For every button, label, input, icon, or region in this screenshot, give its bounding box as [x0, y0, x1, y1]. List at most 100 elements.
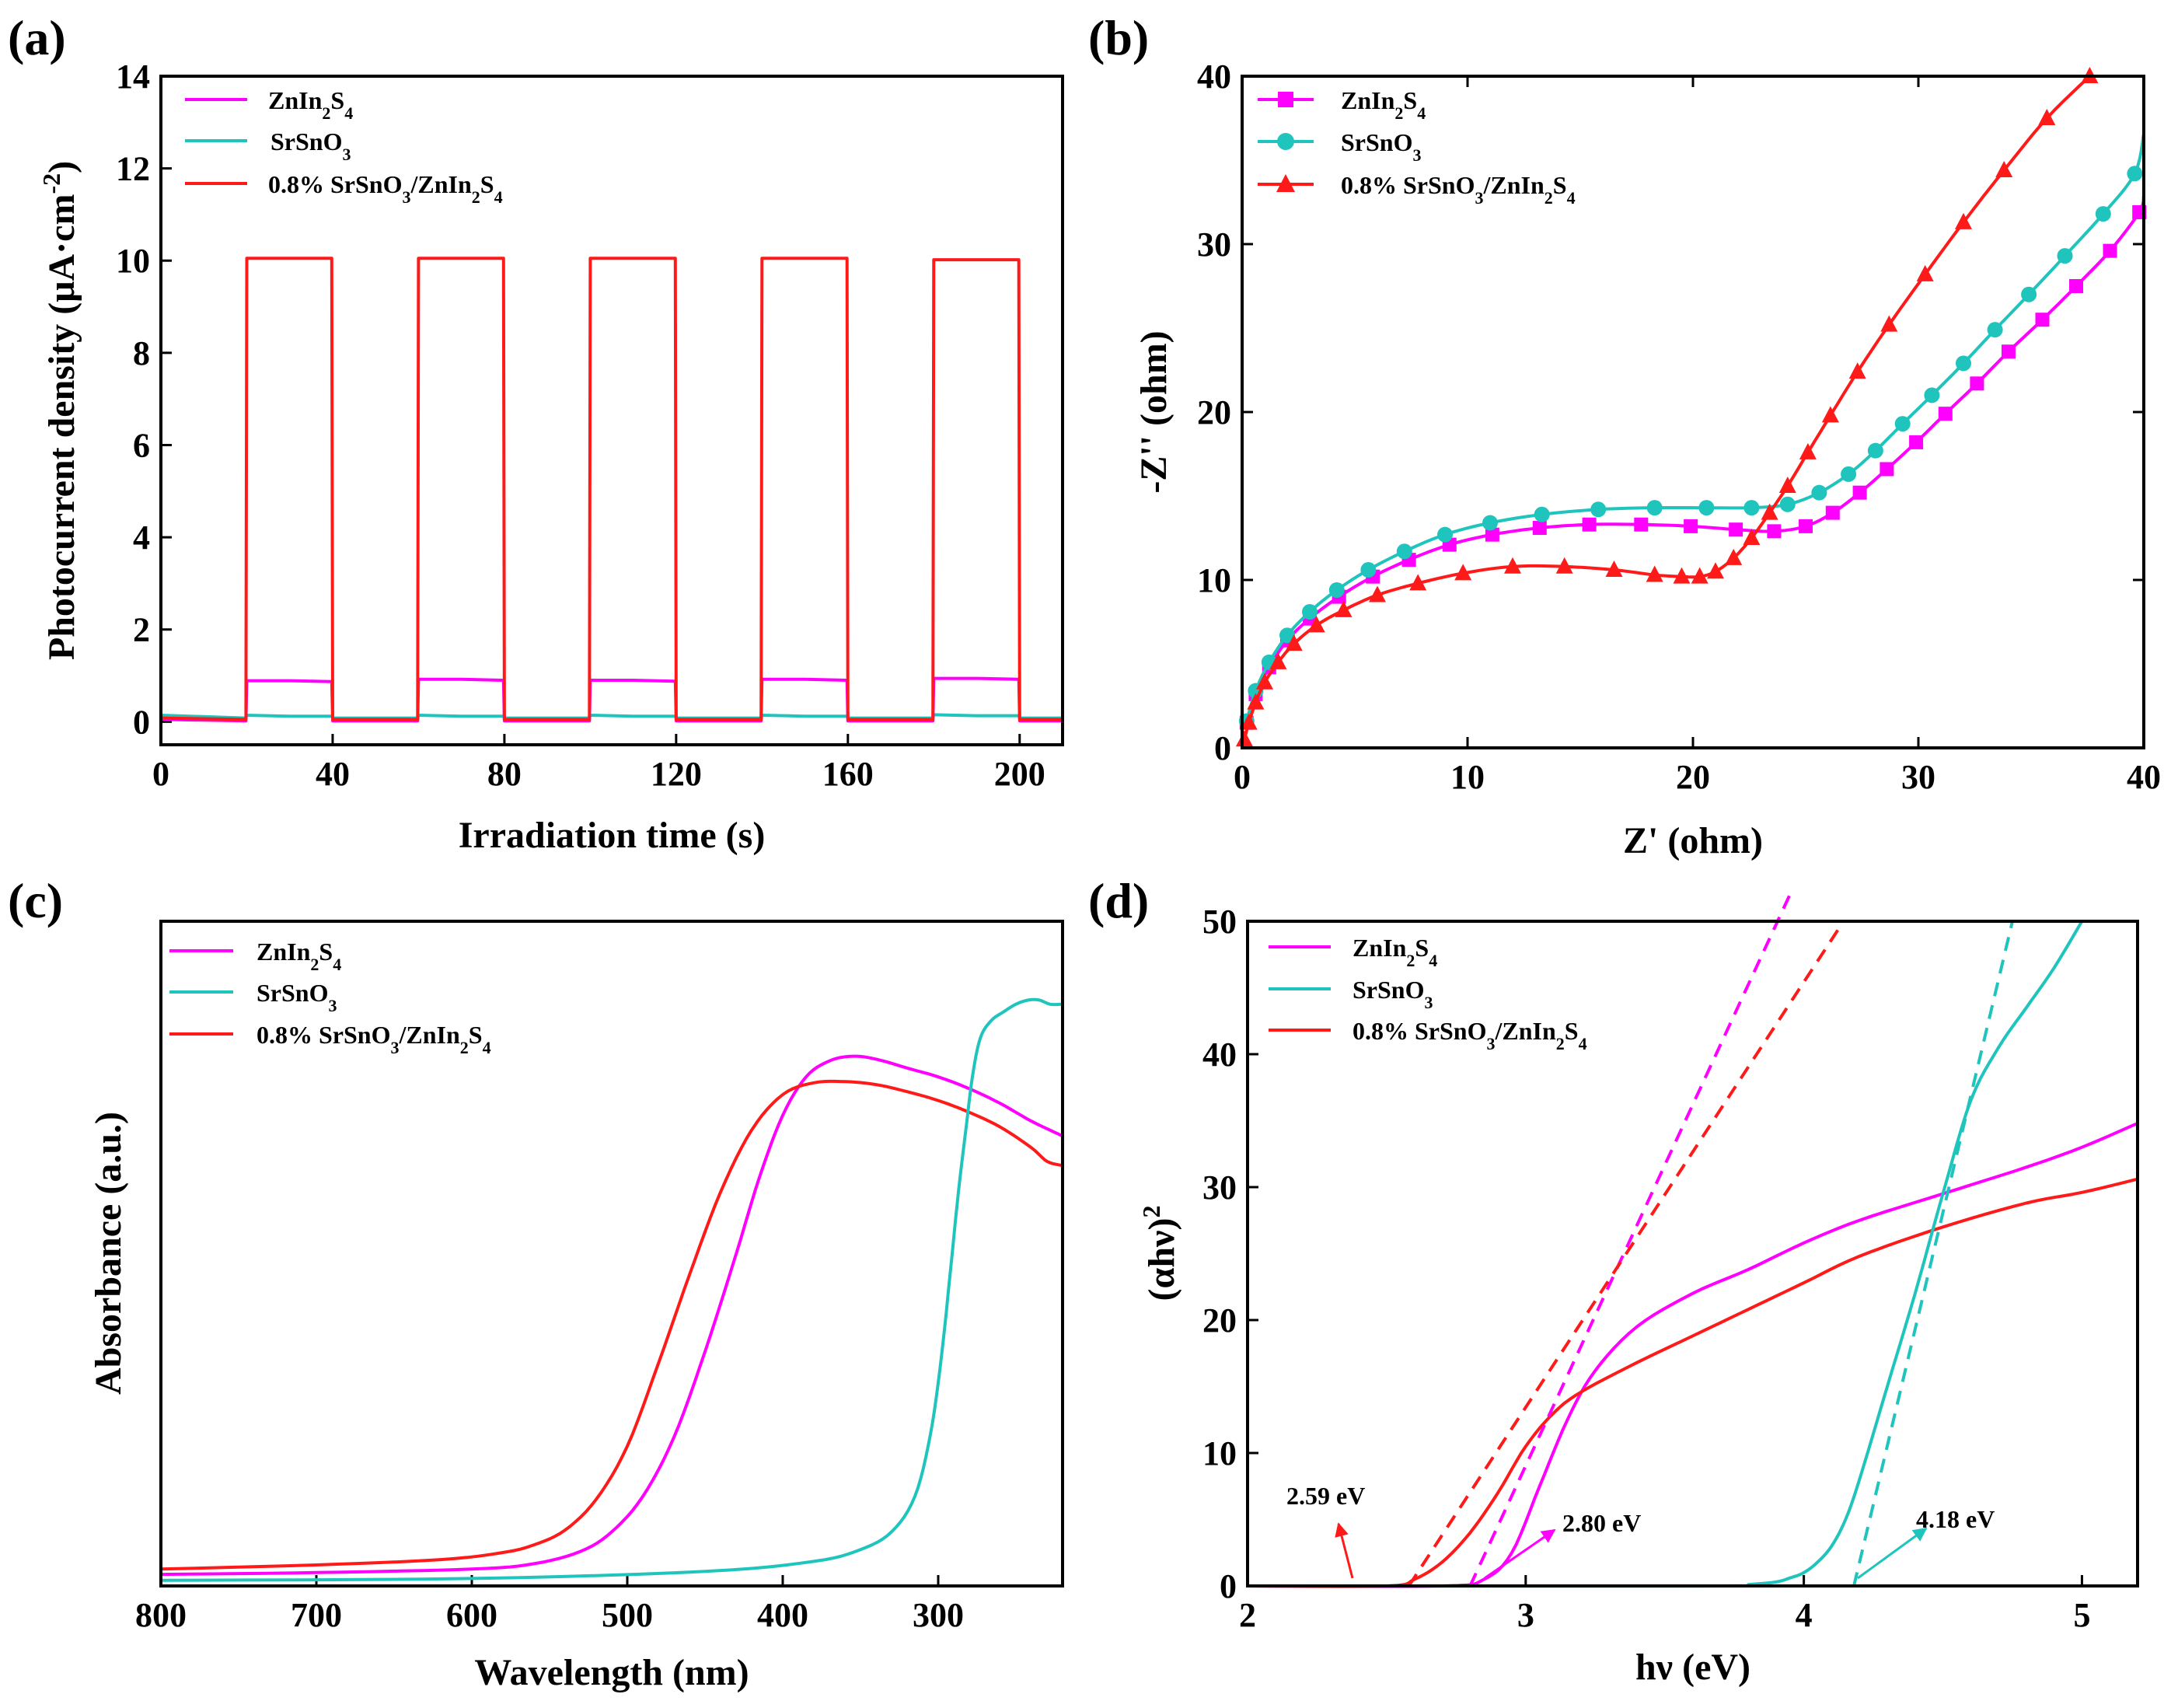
panel-a-legend: ZnIn2S4 SrSnO3 0.8% SrSnO3/ZnIn2S4: [185, 86, 503, 207]
series-sso-point: [1646, 500, 1663, 516]
annotation-arrow-zis: [1484, 1528, 1556, 1580]
x-tick-label: 0: [1234, 758, 1251, 796]
series-sso-point: [1437, 526, 1453, 543]
series-zis-point: [1532, 521, 1547, 536]
series-zis-point: [1909, 435, 1924, 449]
panel-b-label: (b): [1088, 10, 1149, 65]
x-tick-label: 10: [1450, 758, 1485, 796]
x-tick-label: 4: [1796, 1596, 1813, 1634]
series-comp-point: [1285, 634, 1303, 651]
series-sso-point: [1811, 484, 1827, 501]
legend-d-sso-label: SrSnO3: [1353, 976, 1433, 1012]
fit-zis-dashed-line: [1468, 893, 1792, 1587]
x-tick-label: 0: [152, 755, 169, 793]
x-tick-label: 600: [446, 1596, 497, 1634]
annotation-comp-label: 2.59 eV: [1286, 1482, 1365, 1510]
series-zis-point: [1485, 527, 1499, 542]
panel-a-ticks: 0 40 80 120 160 200 0 2 4 6 8 10 12 14: [116, 58, 1045, 793]
series-comp-point: [1605, 561, 1623, 578]
series-comp-point: [1555, 557, 1573, 574]
y-tick-label: 30: [1202, 1168, 1237, 1207]
series-sso-point: [1279, 627, 1295, 644]
y-tick-label: 20: [1197, 393, 1231, 431]
y-tick-label: 10: [116, 242, 150, 280]
y-tick-label: 0: [1214, 729, 1231, 767]
series-zis-point: [2069, 279, 2083, 293]
x-tick-label: 800: [135, 1596, 187, 1634]
y-tick-label: 12: [116, 150, 150, 188]
y-tick-label: 2: [133, 611, 150, 649]
series-comp-point: [1707, 562, 1724, 579]
series-sso-point: [1743, 500, 1760, 516]
series-comp-point: [1778, 477, 1796, 494]
legend-b-comp-marker: [1276, 174, 1295, 192]
panel-d-frame: [1246, 920, 2139, 1587]
panel-c-series: [160, 997, 1063, 1582]
x-tick-label: 160: [822, 755, 874, 793]
y-tick-label: 0: [133, 703, 150, 741]
fit-sso-dashed-line: [1852, 920, 2014, 1587]
panel-c-ylabel: Absorbance (a.u.): [88, 1112, 129, 1395]
x-tick-label: 300: [913, 1596, 964, 1634]
legend-b-zis-label: ZnIn2S4: [1341, 86, 1426, 123]
series-comp-point: [2038, 109, 2056, 125]
y-tick-label: 10: [1202, 1434, 1237, 1472]
series-comp-line: [160, 1079, 1063, 1571]
panel-b-xlabel: Z' (ohm): [1623, 820, 1763, 861]
panel-b-frame: [1241, 75, 2145, 749]
panel-a-xlabel: Irradiation time (s): [459, 815, 766, 856]
panel-c-frame: [159, 920, 1064, 1587]
annotation-arrow-sso: [1857, 1527, 1928, 1580]
legend-b-sso-marker: [1277, 133, 1294, 150]
y-tick-label: 50: [1202, 903, 1237, 941]
series-comp-point: [1269, 652, 1287, 669]
y-tick-label: 10: [1197, 561, 1231, 599]
series-comp-point: [1646, 565, 1663, 582]
series-comp-point: [1880, 315, 1898, 332]
series-zis-point: [1825, 505, 1840, 520]
annotation-arrow-comp: [1335, 1522, 1354, 1579]
x-tick-label: 3: [1517, 1596, 1534, 1634]
x-tick-label: 30: [1901, 758, 1935, 796]
series-sso-point: [1987, 322, 2003, 338]
panel-a: (a) 0 40 80 120 160 200 0 2 4 6 8 10 12 14 ZnIn2S4 Sr…: [8, 10, 1064, 856]
panel-d-legend: ZnIn2S4 SrSnO3 0.8% SrSnO3/ZnIn2S4: [1269, 934, 1587, 1053]
series-comp-point: [1691, 567, 1709, 584]
series-sso-line: [160, 997, 1063, 1582]
series-sso-point: [1534, 506, 1550, 522]
y-tick-label: 6: [133, 426, 150, 464]
legend-a-sso-label: SrSnO3: [271, 127, 351, 164]
series-comp-line: [160, 257, 1063, 721]
fit-comp-dashed-line: [1407, 921, 1845, 1587]
series-comp-point: [1916, 264, 1934, 281]
series-sso-point: [1360, 562, 1377, 578]
series-sso-point: [1841, 466, 1857, 482]
panel-d-xlabel: hν (eV): [1635, 1647, 1750, 1688]
y-tick-label: 20: [1202, 1301, 1237, 1340]
series-zis-point: [1799, 519, 1813, 533]
series-sso-point: [1590, 501, 1607, 518]
panel-c-xlabel: Wavelength (nm): [474, 1652, 749, 1693]
series-comp-point: [1761, 503, 1778, 520]
panel-c-ticks: 800 700 600 500 400 300: [135, 1575, 964, 1634]
series-zis-point: [1582, 517, 1597, 532]
series-sso-point: [2021, 286, 2037, 302]
series-zis-point: [1684, 519, 1698, 533]
legend-c-sso-label: SrSnO3: [257, 979, 337, 1015]
panel-a-label: (a): [8, 10, 66, 65]
legend-c-zis-label: ZnIn2S4: [257, 938, 341, 974]
panel-d-ylabel: (αhν)2: [1137, 1206, 1182, 1301]
legend-b-zis-marker: [1278, 92, 1293, 107]
series-zis-line: [1247, 1122, 2138, 1588]
series-comp-point: [1409, 574, 1427, 591]
panel-d-annotations: 2.59 eV 2.80 eV 4.18 eV: [1286, 1482, 1995, 1580]
series-comp-point: [1240, 713, 1258, 730]
x-tick-label: 20: [1676, 758, 1710, 796]
y-tick-label: 40: [1202, 1036, 1237, 1074]
series-comp-point: [1335, 600, 1353, 617]
series-comp-point: [1848, 362, 1866, 379]
legend-b-comp-label: 0.8% SrSnO3/ZnIn2S4: [1341, 171, 1576, 208]
